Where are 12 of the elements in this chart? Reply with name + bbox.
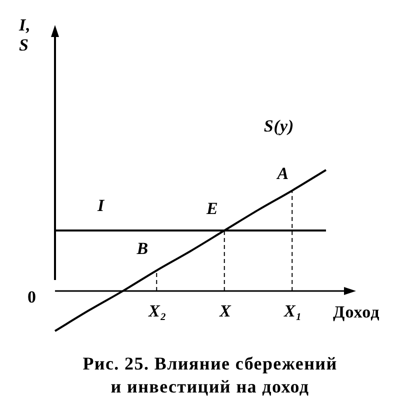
x-tick-label: X₂ xyxy=(147,301,167,320)
x-tick-label: X xyxy=(218,301,232,320)
text: Рис. 25. Влияние сбережений и инвестиций на доход xyxy=(82,354,338,397)
annotation: E xyxy=(205,198,218,218)
x-tick-label: X₁ xyxy=(282,301,302,320)
annotation: A xyxy=(276,164,290,183)
text: I, S xyxy=(18,15,31,54)
text: 0 xyxy=(28,287,36,306)
annotation: B xyxy=(136,238,149,258)
series-label: I xyxy=(96,196,106,215)
x-axis-title: Доход xyxy=(333,302,380,322)
text: S(y) xyxy=(264,116,294,136)
